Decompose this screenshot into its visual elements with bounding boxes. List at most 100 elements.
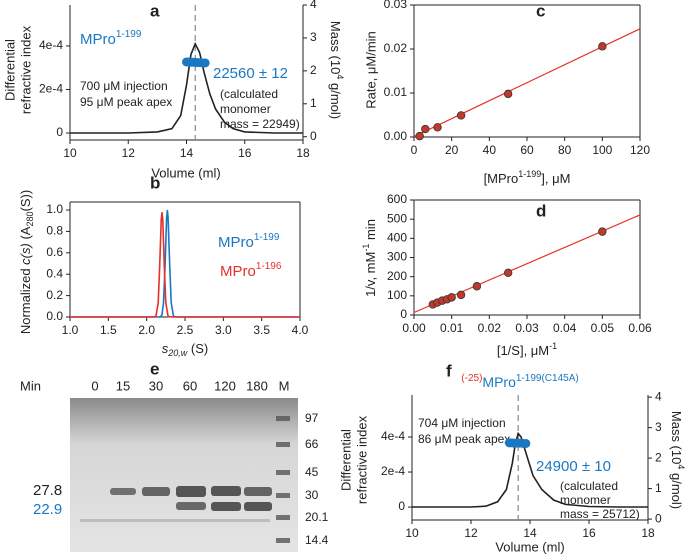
marker-band [276, 515, 290, 520]
point [456, 290, 466, 300]
lane-label: 30 [149, 378, 163, 393]
mass-label: 22560 ± 12 [213, 65, 288, 82]
y-tick-label: 2e-4 [39, 82, 63, 96]
y-tick-label: 600 [387, 192, 407, 206]
x-tick-label: 10 [63, 146, 77, 160]
lane-label: 60 [183, 378, 197, 393]
panel-letter: d [536, 201, 546, 220]
x-tick-label: 40 [483, 143, 497, 157]
band [244, 487, 272, 496]
y2-tick-label: 0 [655, 511, 662, 525]
y-axis-label: Normalized c(s) (A280(S)) [18, 190, 35, 334]
marker-label: 20.1 [305, 510, 329, 524]
y-tick-label: 2e-4 [381, 464, 405, 478]
y-tick-label: 0.03 [384, 0, 408, 11]
marker-label: 30 [305, 488, 319, 502]
gel-bands [80, 416, 290, 543]
x-tick-label: 120 [630, 143, 650, 157]
x-axis-label: s20,w (S) [162, 341, 208, 358]
x-tick-label: 2.0 [138, 323, 155, 337]
x-tick-label: 0.00 [402, 321, 426, 335]
y-tick-label: 0.01 [384, 85, 408, 99]
line [70, 209, 300, 318]
panel-letter: f [446, 361, 452, 380]
y-tick-label: 0 [398, 499, 405, 513]
point [598, 42, 607, 51]
point [503, 268, 513, 278]
panel-letter: c [536, 1, 545, 20]
y-tick-label: 500 [387, 211, 407, 225]
y-axis-label: Rate, μM/min [363, 31, 378, 109]
y2-tick-label: 4 [310, 0, 317, 11]
annotation: (calculated [560, 479, 618, 493]
y2-axis-label: Mass (104 g/mol) [328, 21, 345, 119]
y-tick-label: 0.00 [384, 129, 408, 143]
x-tick-label: 0.06 [628, 321, 652, 335]
point [456, 111, 466, 120]
annotation: 95 μM peak apex [80, 95, 172, 109]
x-tick-label: 0.02 [478, 321, 502, 335]
lane-label: M [279, 378, 290, 393]
gel-title: Min [20, 378, 41, 393]
x-tick-label: 3.0 [215, 323, 232, 337]
band-label: 27.8 [33, 482, 62, 499]
x-axis-label: Volume (ml) [151, 165, 220, 180]
marker-label: 66 [305, 437, 319, 451]
y-tick-label: 0.6 [46, 245, 63, 259]
annotation: 704 μM injection [418, 416, 506, 430]
y-tick-label: 0.02 [384, 41, 408, 55]
y2-tick-label: 1 [310, 96, 317, 110]
y-tick-label: 100 [387, 288, 407, 302]
y-tick-label: 4e-4 [381, 429, 405, 443]
y-tick-label: 0 [400, 307, 407, 321]
y-tick-label: 300 [387, 250, 407, 264]
line [70, 41, 303, 134]
x-tick-label: 60 [520, 143, 534, 157]
annotation: mass = 22949) [220, 117, 300, 131]
line [412, 431, 648, 508]
mass-label: 24900 ± 10 [536, 458, 611, 475]
y-tick-label: 0 [56, 125, 63, 139]
x-axis-label: Volume (ml) [495, 539, 564, 554]
x-tick-label: 18 [296, 146, 310, 160]
band [110, 488, 136, 495]
point [200, 58, 210, 68]
x-axis-label: [MPro1-199], μM [484, 169, 571, 186]
marker-band [276, 470, 290, 475]
y-tick-label: 0.0 [46, 309, 63, 323]
x-tick-label: 4.0 [292, 323, 309, 337]
band [176, 486, 206, 497]
lane-label: 15 [116, 378, 130, 393]
annotation: mass = 25712) [560, 507, 640, 521]
lane-label: 0 [91, 378, 98, 393]
marker-band [276, 493, 290, 498]
marker-band [276, 538, 290, 543]
y-tick-label: 0.8 [46, 224, 63, 238]
y2-tick-label: 1 [655, 481, 662, 495]
legend-label: MPro1-196 [220, 261, 282, 280]
annotation: 700 μM injection [80, 79, 168, 93]
y-tick-label: 0.4 [46, 266, 63, 280]
x-tick-label: 80 [558, 143, 572, 157]
point [521, 438, 531, 448]
y-tick-label: 4e-4 [39, 38, 63, 52]
band [211, 502, 241, 511]
marker-label: 45 [305, 465, 319, 479]
x-tick-label: 14 [523, 526, 537, 540]
x-axis-label: [1/S], μM-1 [497, 341, 557, 358]
x-tick-label: 0.03 [515, 321, 539, 335]
point [503, 89, 513, 99]
y-axis-label: refractive index [18, 25, 33, 114]
x-tick-label: 0.05 [591, 321, 615, 335]
point [598, 227, 607, 236]
marker-band [276, 416, 290, 421]
y-axis-label: Differential [2, 39, 17, 101]
band [244, 502, 272, 511]
x-tick-label: 0.04 [553, 321, 577, 335]
point [447, 293, 456, 302]
panel-title: (-25)MPro1-199(C145A) [461, 373, 578, 390]
band [142, 487, 170, 496]
y-axis-label: 1/v, mM-1 min [361, 219, 378, 297]
x-tick-label: 0.01 [440, 321, 464, 335]
